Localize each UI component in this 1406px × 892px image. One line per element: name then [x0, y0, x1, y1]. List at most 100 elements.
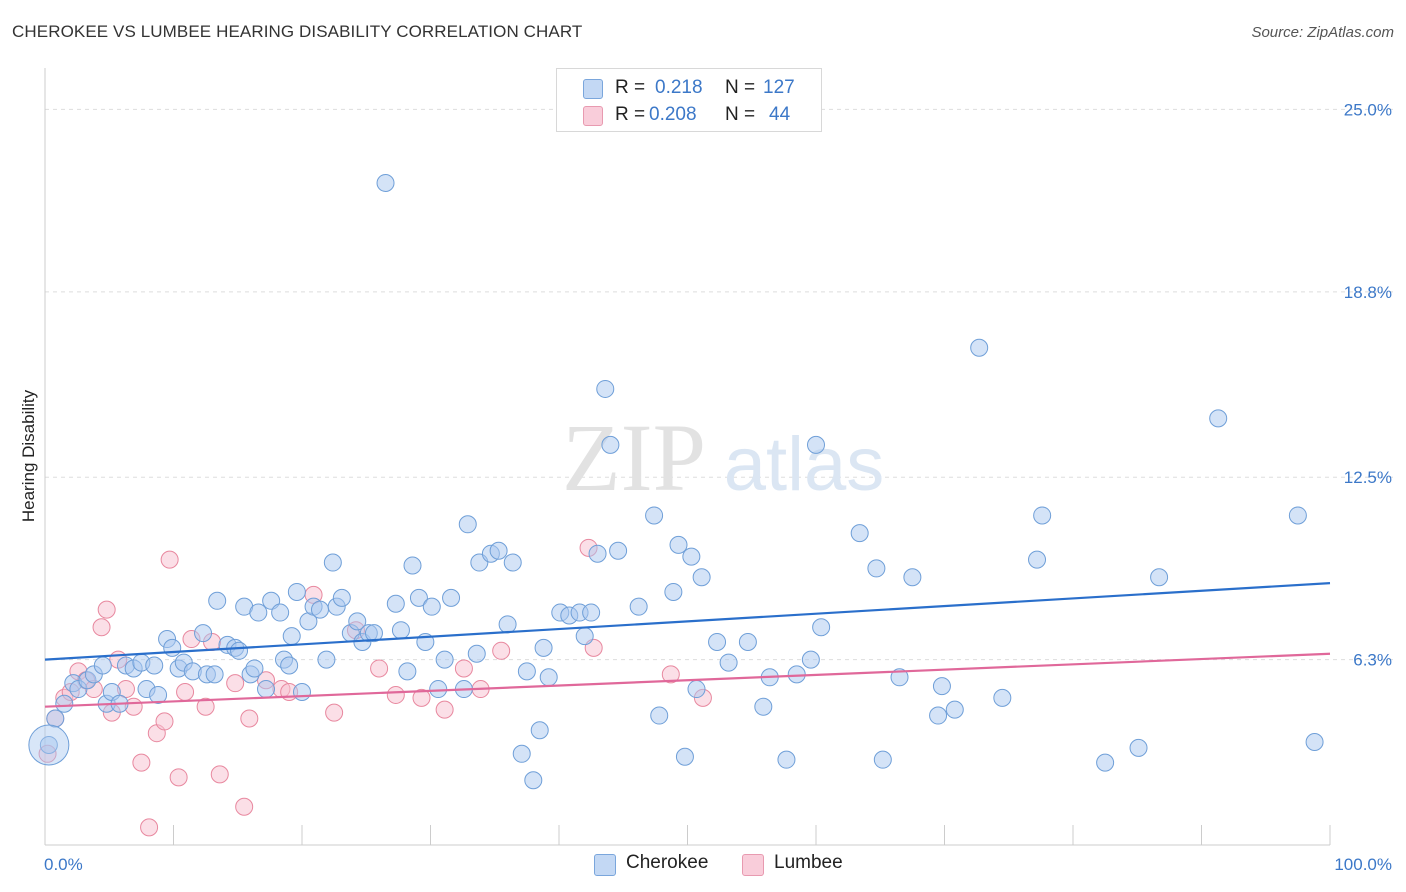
cherokee-point: [692, 568, 711, 587]
cherokee-point: [287, 582, 306, 601]
trend-lines: [44, 582, 1331, 708]
lumbee-point: [196, 697, 215, 716]
cherokee-point: [317, 650, 336, 669]
gridlines: [45, 108, 1394, 661]
cherokee-point: [588, 544, 607, 563]
y-axis-label: Hearing Disability: [19, 389, 38, 522]
chart-title: CHEROKEE VS LUMBEE HEARING DISABILITY CO…: [12, 22, 583, 41]
cherokee-point: [409, 588, 428, 607]
lumbee-point: [454, 659, 473, 678]
watermark-atlas: atlas: [724, 422, 885, 507]
cherokee-point: [391, 621, 410, 640]
cherokee-point: [687, 680, 706, 699]
lumbee-point: [386, 685, 405, 704]
cherokee-point: [534, 638, 553, 657]
cherokee-point: [609, 541, 628, 560]
y-tick-label: 12.5%: [1344, 468, 1392, 487]
cherokee-point: [812, 618, 831, 637]
cherokee-point: [1096, 753, 1115, 772]
cherokee-point: [282, 627, 301, 646]
lumbee-point: [155, 712, 174, 731]
cherokee-point: [1033, 506, 1052, 525]
cherokee-point: [208, 591, 227, 610]
y-tick-label: 18.8%: [1344, 283, 1392, 302]
cherokee-point: [582, 603, 601, 622]
cherokee-point: [777, 750, 796, 769]
cherokee-point: [719, 653, 738, 672]
cherokee-point: [245, 659, 264, 678]
lumbee-legend-label: Lumbee: [774, 852, 843, 873]
cherokee-point: [55, 694, 74, 713]
lumbee-point: [97, 600, 116, 619]
cherokee-point: [530, 721, 549, 740]
lumbee-trend-line: [44, 652, 1331, 708]
cherokee-point: [682, 547, 701, 566]
cherokee-point: [664, 582, 683, 601]
lumbee-point: [92, 618, 111, 637]
cherokee-point: [575, 627, 594, 646]
lumbee-point: [226, 674, 245, 693]
cherokee-point: [230, 641, 249, 660]
cherokee-point: [1129, 738, 1148, 757]
cherokee-point: [364, 624, 383, 643]
cherokee-point: [489, 541, 508, 560]
lumbee-point: [169, 768, 188, 787]
cherokee-point: [932, 677, 951, 696]
legend-box: R = 0.218 N = 127 R = 0.208 N = 44: [556, 68, 822, 132]
x-tick-label: 0.0%: [44, 855, 83, 874]
legend-n-label: N =: [725, 104, 756, 125]
cherokee-point: [348, 612, 367, 631]
cherokee-point: [929, 706, 948, 725]
cherokee-point-cluster: [28, 724, 70, 766]
cherokee-point: [524, 771, 543, 790]
cherokee-point: [257, 680, 276, 699]
cherokee-point: [280, 656, 299, 675]
y-tick-label: 6.3%: [1353, 651, 1392, 670]
cherokee-point: [993, 688, 1012, 707]
axes: [44, 68, 1331, 846]
tick-labels: 6.3% 12.5% 18.8% 25.0% 0.0% 100.0%: [44, 100, 1392, 874]
cherokee-point: [867, 559, 886, 578]
cherokee-point: [145, 656, 164, 675]
cherokee-point: [429, 680, 448, 699]
cherokee-point: [629, 597, 648, 616]
cherokee-point: [435, 650, 454, 669]
cherokee-point: [194, 624, 213, 643]
cherokee-point: [458, 515, 477, 534]
cherokee-point: [517, 662, 536, 681]
lumbee-point: [240, 709, 259, 728]
legend-n-label: N =: [725, 77, 756, 98]
cherokee-point: [645, 506, 664, 525]
cherokee-point: [1150, 568, 1169, 587]
cherokee-point: [293, 683, 311, 701]
source-label: Source: ZipAtlas.com: [1251, 24, 1394, 41]
lumbee-point: [140, 818, 159, 837]
cherokee-point: [376, 173, 395, 192]
cherokee-point: [970, 338, 989, 357]
lumbee-point: [132, 753, 151, 772]
cherokee-point: [850, 524, 869, 543]
cherokee-point: [46, 709, 65, 728]
cherokee-point: [398, 662, 417, 681]
cherokee-legend-swatch: [594, 854, 616, 876]
cherokee-point: [310, 600, 329, 619]
lumbee-point: [210, 765, 229, 784]
cherokee-point: [422, 597, 441, 616]
cherokee-point: [403, 556, 422, 575]
lumbee-point: [176, 683, 195, 701]
legend-r-label: R =: [615, 77, 646, 98]
y-tick-label: 25.0%: [1344, 100, 1392, 119]
cherokee-point: [442, 588, 461, 607]
cherokee-point: [1288, 506, 1307, 525]
cherokee-point: [498, 615, 517, 634]
cherokee-point: [596, 379, 615, 398]
lumbee-point: [435, 700, 454, 719]
lumbee-n-value: 44: [769, 104, 791, 125]
cherokee-point: [386, 594, 405, 613]
legend-r-label: R =: [615, 104, 646, 125]
lumbee-point: [235, 797, 254, 816]
cherokee-point: [163, 638, 182, 657]
cherokee-point: [467, 644, 486, 663]
cherokee-point: [945, 700, 964, 719]
cherokee-point: [903, 568, 922, 587]
